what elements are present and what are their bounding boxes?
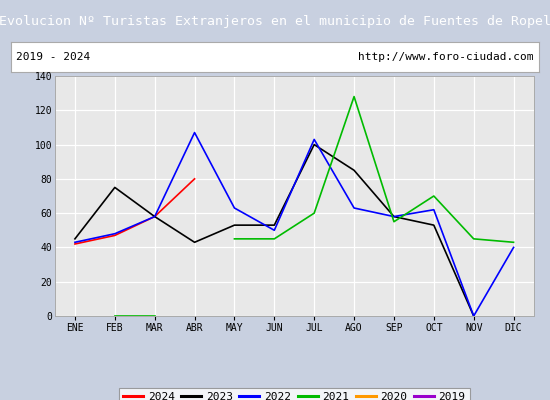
Text: http://www.foro-ciudad.com: http://www.foro-ciudad.com	[358, 52, 534, 62]
Legend: 2024, 2023, 2022, 2021, 2020, 2019: 2024, 2023, 2022, 2021, 2020, 2019	[119, 388, 470, 400]
Text: 2019 - 2024: 2019 - 2024	[16, 52, 91, 62]
Text: Evolucion Nº Turistas Extranjeros en el municipio de Fuentes de Ropel: Evolucion Nº Turistas Extranjeros en el …	[0, 14, 550, 28]
